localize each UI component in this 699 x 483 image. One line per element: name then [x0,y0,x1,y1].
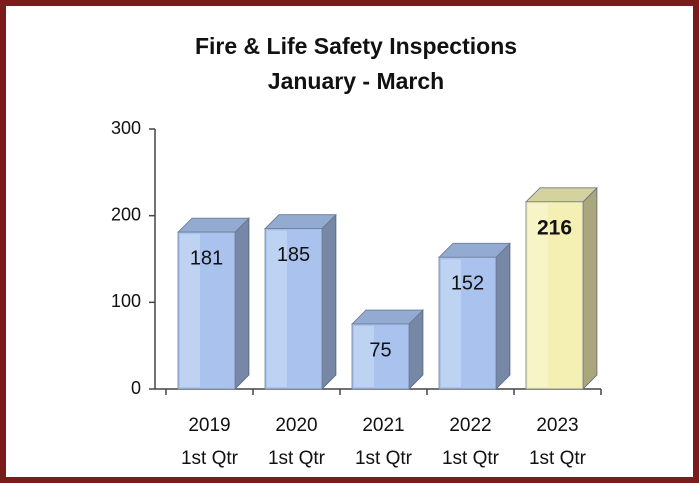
bar-top-shade [352,310,423,324]
bar-side-shade [583,187,597,389]
x-tick-label: 1st Qtr [529,448,587,469]
chart-title: Fire & Life Safety Inspections [195,33,517,59]
x-tick-label: 1st Qtr [442,448,500,469]
bar [351,323,410,390]
bar-side-shade [235,218,249,389]
x-tick-label: 2023 [536,415,578,436]
value-label: 152 [451,273,484,295]
x-tick-label: 2022 [449,415,491,436]
chart-subtitle: January - March [268,68,444,94]
value-label: 75 [369,339,391,361]
bar-side-shade [409,310,423,389]
x-tick-label: 1st Qtr [355,448,413,469]
y-tick-label: 100 [111,291,141,311]
x-tick-label: 2021 [362,415,404,436]
x-tick-label: 1st Qtr [268,448,326,469]
bar-highlight [354,326,374,387]
bar-highlight [267,230,287,387]
x-tick-label: 1st Qtr [181,448,239,469]
value-label: 216 [537,216,572,239]
x-tick-label: 2020 [275,415,317,436]
bar [177,231,236,390]
bar [264,228,323,390]
bar [438,256,497,390]
bar [525,201,584,390]
value-label: 181 [190,247,223,269]
x-tick-label: 2019 [188,415,230,436]
bar-side-shade [496,243,510,389]
bar-highlight [180,234,200,387]
bar-top-shade [265,214,336,229]
bar-top-shade [439,243,510,258]
y-tick-label: 0 [131,378,141,398]
bar-highlight [441,259,461,387]
bar-top-shade [178,218,249,233]
y-tick-label: 200 [111,204,141,224]
bar-side-shade [322,214,336,389]
y-tick-label: 300 [111,118,141,138]
bar-top-shade [526,187,597,202]
value-label: 185 [277,244,310,266]
bar-highlight [528,203,548,387]
